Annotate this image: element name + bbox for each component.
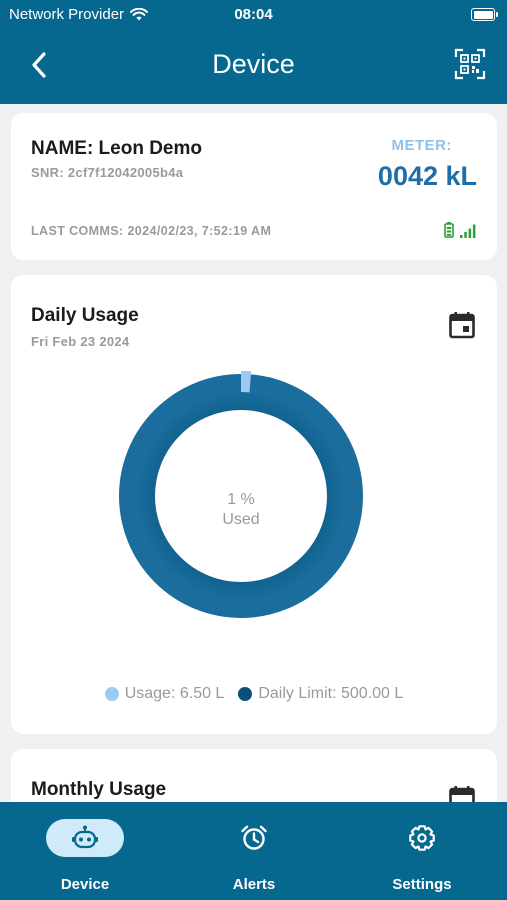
usage-used-text: Used	[222, 511, 260, 528]
legend-label-usage: Usage: 6.50 L	[124, 685, 225, 702]
carrier: Network Provider	[9, 6, 149, 23]
battery-icon	[444, 222, 454, 238]
donut-center-label: 1 % Used	[116, 490, 366, 530]
daily-usage-date: Fri Feb 23 2024	[31, 334, 130, 349]
legend-dot-usage	[104, 687, 119, 701]
clock: 08:04	[234, 6, 273, 23]
legend-item-usage: Usage: 6.50 L	[104, 685, 225, 703]
tab-device-label: Device	[60, 876, 110, 893]
usage-arc	[241, 371, 252, 393]
calendar-icon[interactable]	[449, 311, 475, 339]
tab-alerts-label: Alerts	[232, 876, 276, 893]
battery-status-icon	[471, 8, 498, 21]
back-button[interactable]	[22, 48, 56, 82]
legend-dot-daily-limit	[238, 687, 253, 701]
chevron-left-icon	[32, 52, 46, 78]
robot-icon	[72, 825, 98, 849]
legend-item-daily-limit: Daily Limit: 500.00 L	[238, 685, 403, 703]
app-header: Network Provider 08:04 Device	[0, 0, 507, 104]
usage-percent: 1 %	[227, 491, 255, 508]
page-title: Device	[212, 49, 295, 79]
qr-code-icon	[454, 48, 486, 80]
signal-icon	[460, 224, 476, 238]
device-status-icons	[444, 222, 476, 238]
daily-usage-legend: Usage: 6.50 L Daily Limit: 500.00 L	[11, 685, 497, 703]
meter-value: 0042 kL	[377, 161, 477, 191]
daily-usage-title: Daily Usage	[31, 305, 139, 326]
daily-usage-donut-chart	[119, 371, 363, 618]
meter-label: METER:	[391, 137, 452, 154]
device-snr: SNR: 2cf7f12042005b4a	[31, 165, 184, 180]
tab-device[interactable]: Device	[15, 816, 155, 893]
qr-scan-button[interactable]	[451, 45, 489, 83]
tab-alerts[interactable]: Alerts	[184, 816, 324, 893]
tab-settings-label: Settings	[392, 876, 452, 893]
bottom-tab-bar: Device Alerts Settings	[0, 802, 507, 900]
device-name: NAME: Leon Demo	[31, 138, 202, 159]
tab-settings[interactable]: Settings	[352, 816, 492, 893]
legend-label-daily-limit: Daily Limit: 500.00 L	[258, 685, 404, 702]
daily-usage-card: Daily Usage Fri Feb 23 2024 1 % Used Usa…	[11, 275, 497, 734]
gear-icon	[409, 825, 435, 851]
active-tab-indicator	[46, 819, 124, 857]
alarm-clock-icon	[241, 825, 267, 850]
monthly-usage-title: Monthly Usage	[31, 779, 167, 800]
last-comms: LAST COMMS: 2024/02/23, 7:52:19 AM	[31, 224, 272, 238]
device-card: NAME: Leon Demo SNR: 2cf7f12042005b4a ME…	[11, 113, 497, 260]
status-bar: Network Provider 08:04	[0, 0, 507, 28]
wifi-icon	[130, 8, 149, 21]
carrier-label: Network Provider	[9, 6, 125, 23]
